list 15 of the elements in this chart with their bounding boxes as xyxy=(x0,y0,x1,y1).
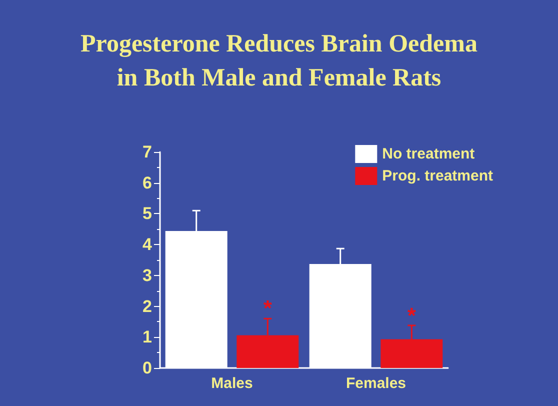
y-tick-label: 2 xyxy=(142,296,152,316)
y-tick-label: 7 xyxy=(142,142,152,162)
annotation: * xyxy=(263,295,272,320)
x-tick-label: Females xyxy=(346,375,406,392)
legend-label: Prog. treatment xyxy=(382,168,494,184)
annotation: * xyxy=(407,303,416,328)
chart-title: Progesterone Reduces Brain Oedema in Both Male and Female Rats xyxy=(80,30,478,92)
y-tick-label: 4 xyxy=(142,235,153,254)
legend-label: No treatment xyxy=(382,146,475,162)
y-tick-label: 0 xyxy=(142,358,152,378)
x-tick-label: Males xyxy=(211,375,253,392)
y-tick-label: 5 xyxy=(142,204,152,224)
y-tick-label: 1 xyxy=(142,328,152,347)
y-tick-label: 6 xyxy=(142,173,152,192)
y-tick-label: 3 xyxy=(142,266,152,285)
